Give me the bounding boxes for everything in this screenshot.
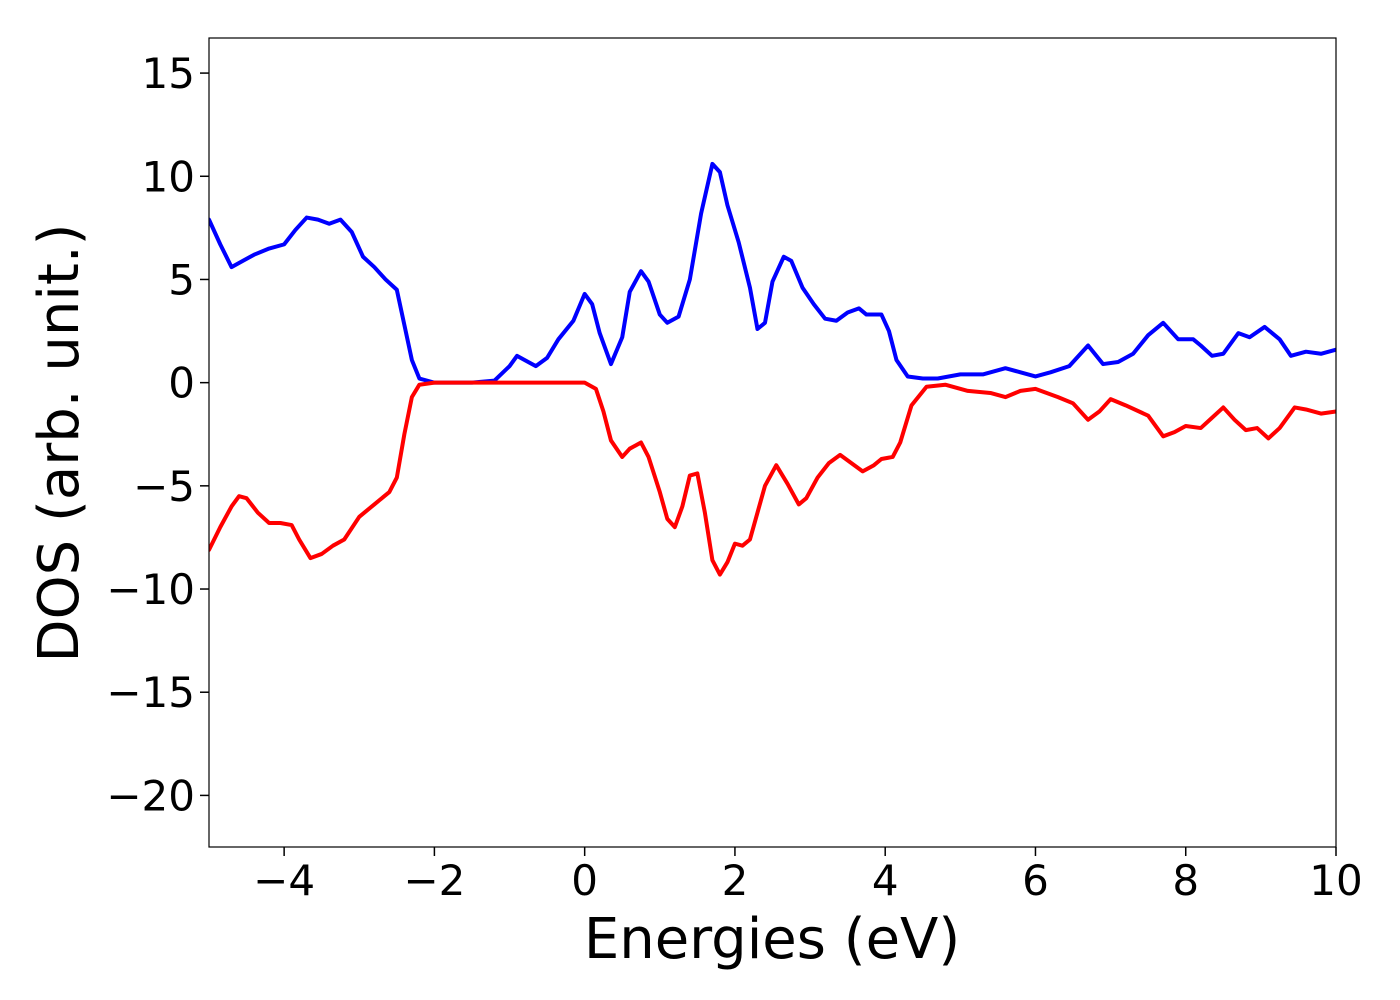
plot-area — [208, 37, 1337, 848]
x-tick-label: 2 — [722, 856, 749, 905]
y-tick-label: 5 — [168, 255, 195, 304]
series-line-2 — [209, 380, 1336, 577]
y-tick-label: −5 — [133, 462, 195, 511]
x-tick-label: 4 — [872, 856, 899, 905]
x-tick-label: 8 — [1172, 856, 1199, 905]
y-axis-ticks: 15 10 5 0 −5 −10 −15 −20 — [106, 49, 209, 820]
y-tick-label: 10 — [142, 152, 195, 201]
x-axis-title: Energies (eV) — [584, 907, 960, 972]
x-tick-label: −4 — [253, 856, 315, 905]
x-tick-label: 10 — [1309, 856, 1362, 905]
plot-frame — [208, 37, 1337, 848]
series-line-1 — [209, 161, 1336, 385]
x-tick-label: 0 — [571, 856, 598, 905]
y-tick-label: −20 — [106, 771, 195, 820]
x-tick-label: 6 — [1022, 856, 1049, 905]
y-tick-label: −15 — [106, 668, 195, 717]
x-tick-label: −2 — [403, 856, 465, 905]
y-tick-label: 0 — [168, 359, 195, 408]
y-tick-label: 15 — [142, 49, 195, 98]
y-axis-title: DOS (arb. unit.) — [27, 223, 92, 662]
x-axis-ticks: −4 −2 0 2 4 6 8 10 — [253, 847, 1363, 905]
y-tick-label: −10 — [106, 565, 195, 614]
